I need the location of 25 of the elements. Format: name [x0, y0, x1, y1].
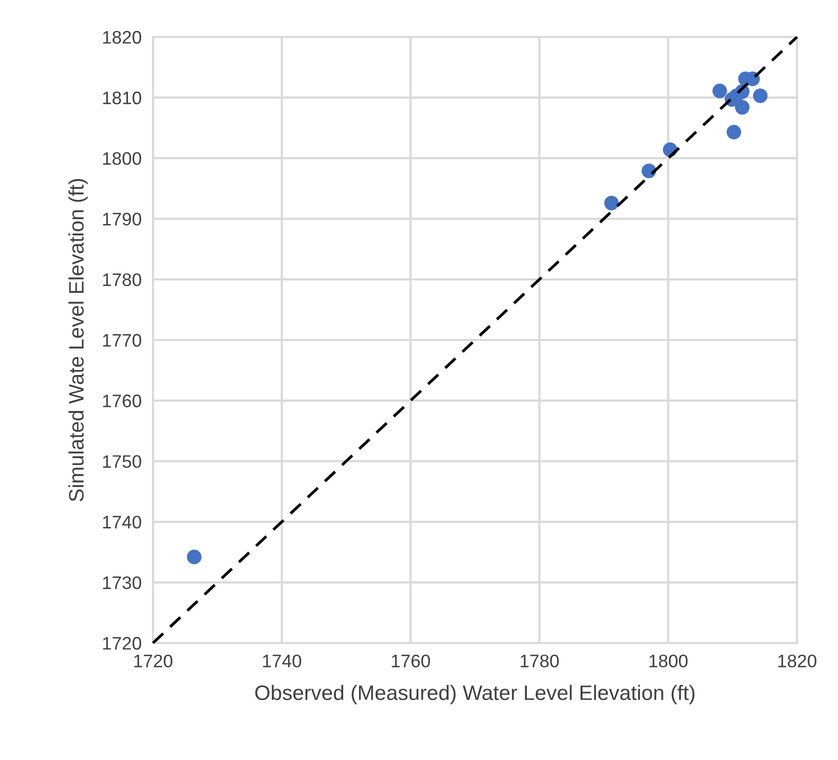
- point: [726, 124, 742, 140]
- y-tick-label: 1800: [103, 152, 142, 165]
- y-tick-label: 1730: [103, 576, 142, 590]
- y-tick-label: 1760: [103, 394, 142, 408]
- y-tick-label: 1740: [103, 516, 142, 529]
- y-tick-label: 1770: [103, 334, 142, 347]
- y-tick-label: 1750: [103, 455, 142, 468]
- point: [712, 84, 728, 98]
- x-tick-label: 1780: [520, 654, 559, 668]
- y-tick-label: 1790: [103, 212, 142, 226]
- x-tick-label: 1720: [134, 654, 172, 668]
- x-tick-label: 1760: [392, 654, 430, 668]
- point: [604, 196, 619, 210]
- x-tick-label: 1740: [263, 654, 302, 668]
- y-axis-title: Simulated Wate Level Elevation (ft): [68, 178, 88, 502]
- point: [186, 550, 202, 564]
- x-tick-label: 1800: [649, 654, 688, 668]
- x-tick-label: 1820: [778, 654, 816, 668]
- point: [753, 88, 768, 104]
- y-tick-label: 1720: [103, 636, 142, 650]
- y-tick-label: 1780: [103, 273, 142, 286]
- x-axis-title: Observed (Measured) Water Level Elevation (ft): [255, 684, 694, 704]
- y-tick-label: 1820: [103, 30, 142, 44]
- point: [734, 100, 750, 115]
- y-tick-label: 1810: [103, 92, 142, 104]
